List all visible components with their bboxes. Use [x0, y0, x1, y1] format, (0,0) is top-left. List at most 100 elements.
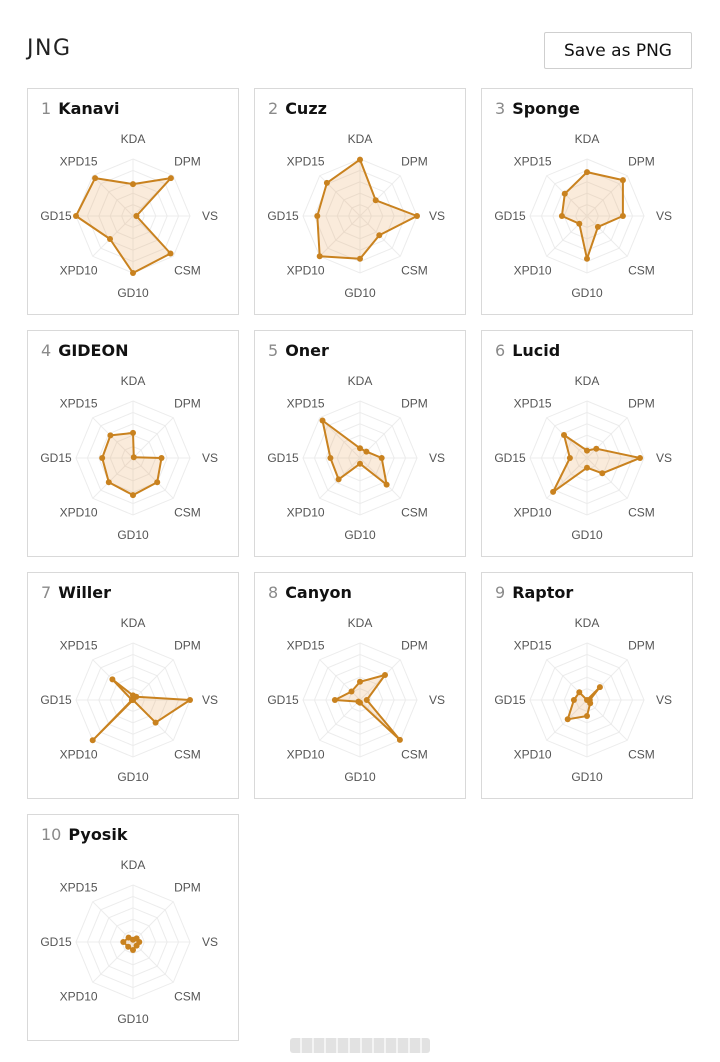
axis-label-vs: VS	[429, 693, 445, 707]
axis-label-gd15: GD15	[40, 693, 72, 707]
radar-area	[316, 158, 418, 260]
axis-label-kda: KDA	[121, 374, 146, 388]
radar-point-xpd10	[335, 476, 342, 483]
radar-point-csm	[599, 470, 606, 477]
axis-label-gd10: GD10	[117, 286, 149, 300]
radar-chart: KDA DPM VS CSM GD10 XPD10 GD15 XPD15	[40, 858, 218, 1026]
home-indicator	[290, 1038, 430, 1053]
player-rank: 9	[495, 583, 506, 602]
radar-point-gd10	[130, 492, 136, 499]
radar-point-gd10	[130, 947, 136, 953]
axis-label-vs: VS	[202, 451, 218, 465]
axis-label-kda: KDA	[575, 374, 600, 388]
radar-point-csm	[587, 700, 594, 707]
radar-point-vs	[619, 213, 626, 219]
axis-label-vs: VS	[656, 451, 672, 465]
radar-chart: KDA DPM VS CSM GD10 XPD10 GD15 XPD15	[494, 374, 672, 542]
axis-label-dpm: DPM	[628, 639, 655, 653]
axis-label-kda: KDA	[121, 132, 146, 146]
player-card: 2 Cuzz KDA DPM VS CSM GD10 XPD10 GD15 XPD15	[254, 88, 466, 315]
radar-point-xpd15	[125, 934, 132, 941]
radar-point-gd10	[357, 460, 363, 467]
player-rank: 3	[495, 99, 506, 118]
radar-point-csm	[152, 719, 159, 726]
player-card-header: 7 Willer	[41, 583, 111, 602]
radar-chart: KDA DPM VS CSM GD10 XPD10 GD15 XPD15	[494, 616, 672, 784]
axis-label-gd15: GD15	[267, 451, 299, 465]
axis-label-gd15: GD15	[494, 451, 526, 465]
radar-point-xpd15	[561, 190, 568, 197]
axis-label-gd15: GD15	[494, 209, 526, 223]
radar-spoke	[132, 941, 174, 983]
radar-point-dpm	[167, 175, 174, 182]
axis-label-kda: KDA	[575, 616, 600, 630]
radar-spoke	[132, 417, 174, 459]
radar-point-vs	[637, 455, 643, 461]
radar-point-xpd10	[107, 236, 113, 242]
axis-label-kda: KDA	[575, 132, 600, 146]
radar-point-dpm	[593, 445, 600, 452]
radar-area	[321, 419, 388, 486]
save-as-png-button[interactable]: Save as PNG	[544, 32, 692, 69]
player-name: Canyon	[285, 583, 352, 602]
axis-label-kda: KDA	[348, 132, 373, 146]
axis-label-xpd10: XPD10	[514, 747, 552, 761]
player-card-header: 8 Canyon	[268, 583, 352, 602]
axis-label-dpm: DPM	[401, 397, 428, 411]
player-card-header: 2 Cuzz	[268, 99, 327, 118]
radar-point-gd15	[327, 455, 334, 461]
radar-point-gd15	[331, 697, 338, 703]
axis-label-csm: CSM	[628, 263, 655, 277]
radar-point-gd15	[558, 213, 565, 219]
player-card-header: 5 Oner	[268, 341, 329, 360]
radar-area	[566, 686, 601, 721]
axis-label-csm: CSM	[401, 263, 428, 277]
player-rank: 5	[268, 341, 279, 360]
axis-label-xpd10: XPD10	[60, 505, 98, 519]
player-card-header: 6 Lucid	[495, 341, 560, 360]
axis-label-gd10: GD10	[571, 528, 603, 542]
player-card-header: 10 Pyosik	[41, 825, 127, 844]
axis-label-gd10: GD10	[117, 1012, 149, 1026]
radar-point-gd15	[120, 939, 127, 945]
axis-label-csm: CSM	[174, 505, 201, 519]
radar-point-gd10	[130, 270, 136, 276]
axis-label-dpm: DPM	[628, 397, 655, 411]
radar-point-vs	[158, 455, 165, 461]
radar-spoke	[319, 699, 361, 741]
radar-point-xpd10	[105, 479, 112, 486]
axis-label-xpd15: XPD15	[60, 397, 98, 411]
axis-label-xpd15: XPD15	[514, 397, 552, 411]
radar-point-dpm	[363, 448, 370, 455]
radar-point-xpd15	[561, 432, 567, 438]
axis-label-xpd15: XPD15	[287, 397, 325, 411]
player-name: Sponge	[512, 99, 580, 118]
radar-point-vs	[414, 213, 420, 219]
radar-point-xpd15	[319, 417, 326, 424]
axis-label-gd10: GD10	[117, 770, 149, 784]
radar-chart: KDA DPM VS CSM GD10 XPD10 GD15 XPD15	[267, 374, 445, 542]
axis-label-gd10: GD10	[344, 528, 376, 542]
player-card: 3 Sponge KDA DPM VS CSM GD10 XPD10 GD15 XPD15	[481, 88, 693, 315]
axis-label-vs: VS	[656, 209, 672, 223]
radar-point-vs	[133, 213, 140, 219]
axis-label-gd15: GD15	[267, 209, 299, 223]
radar-point-gd15	[99, 455, 106, 461]
radar-chart: KDA DPM VS CSM GD10 XPD10 GD15 XPD15	[494, 132, 672, 300]
player-rank: 8	[268, 583, 279, 602]
radar-point-gd10	[584, 464, 590, 471]
axis-label-vs: VS	[429, 209, 445, 223]
radar-point-kda	[584, 447, 590, 454]
radar-point-gd10	[584, 713, 590, 719]
axis-label-dpm: DPM	[174, 397, 201, 411]
radar-point-xpd10	[550, 488, 557, 495]
axis-label-xpd10: XPD10	[60, 989, 98, 1003]
player-name: Willer	[58, 583, 112, 602]
axis-label-xpd10: XPD10	[514, 505, 552, 519]
player-name: Lucid	[512, 341, 561, 360]
player-rank: 1	[41, 99, 52, 118]
player-card: 9 Raptor KDA DPM VS CSM GD10 XPD10 GD15 XPD15	[481, 572, 693, 799]
page-title: JNG	[27, 36, 72, 61]
axis-label-kda: KDA	[121, 616, 146, 630]
radar-point-xpd10	[89, 737, 96, 744]
